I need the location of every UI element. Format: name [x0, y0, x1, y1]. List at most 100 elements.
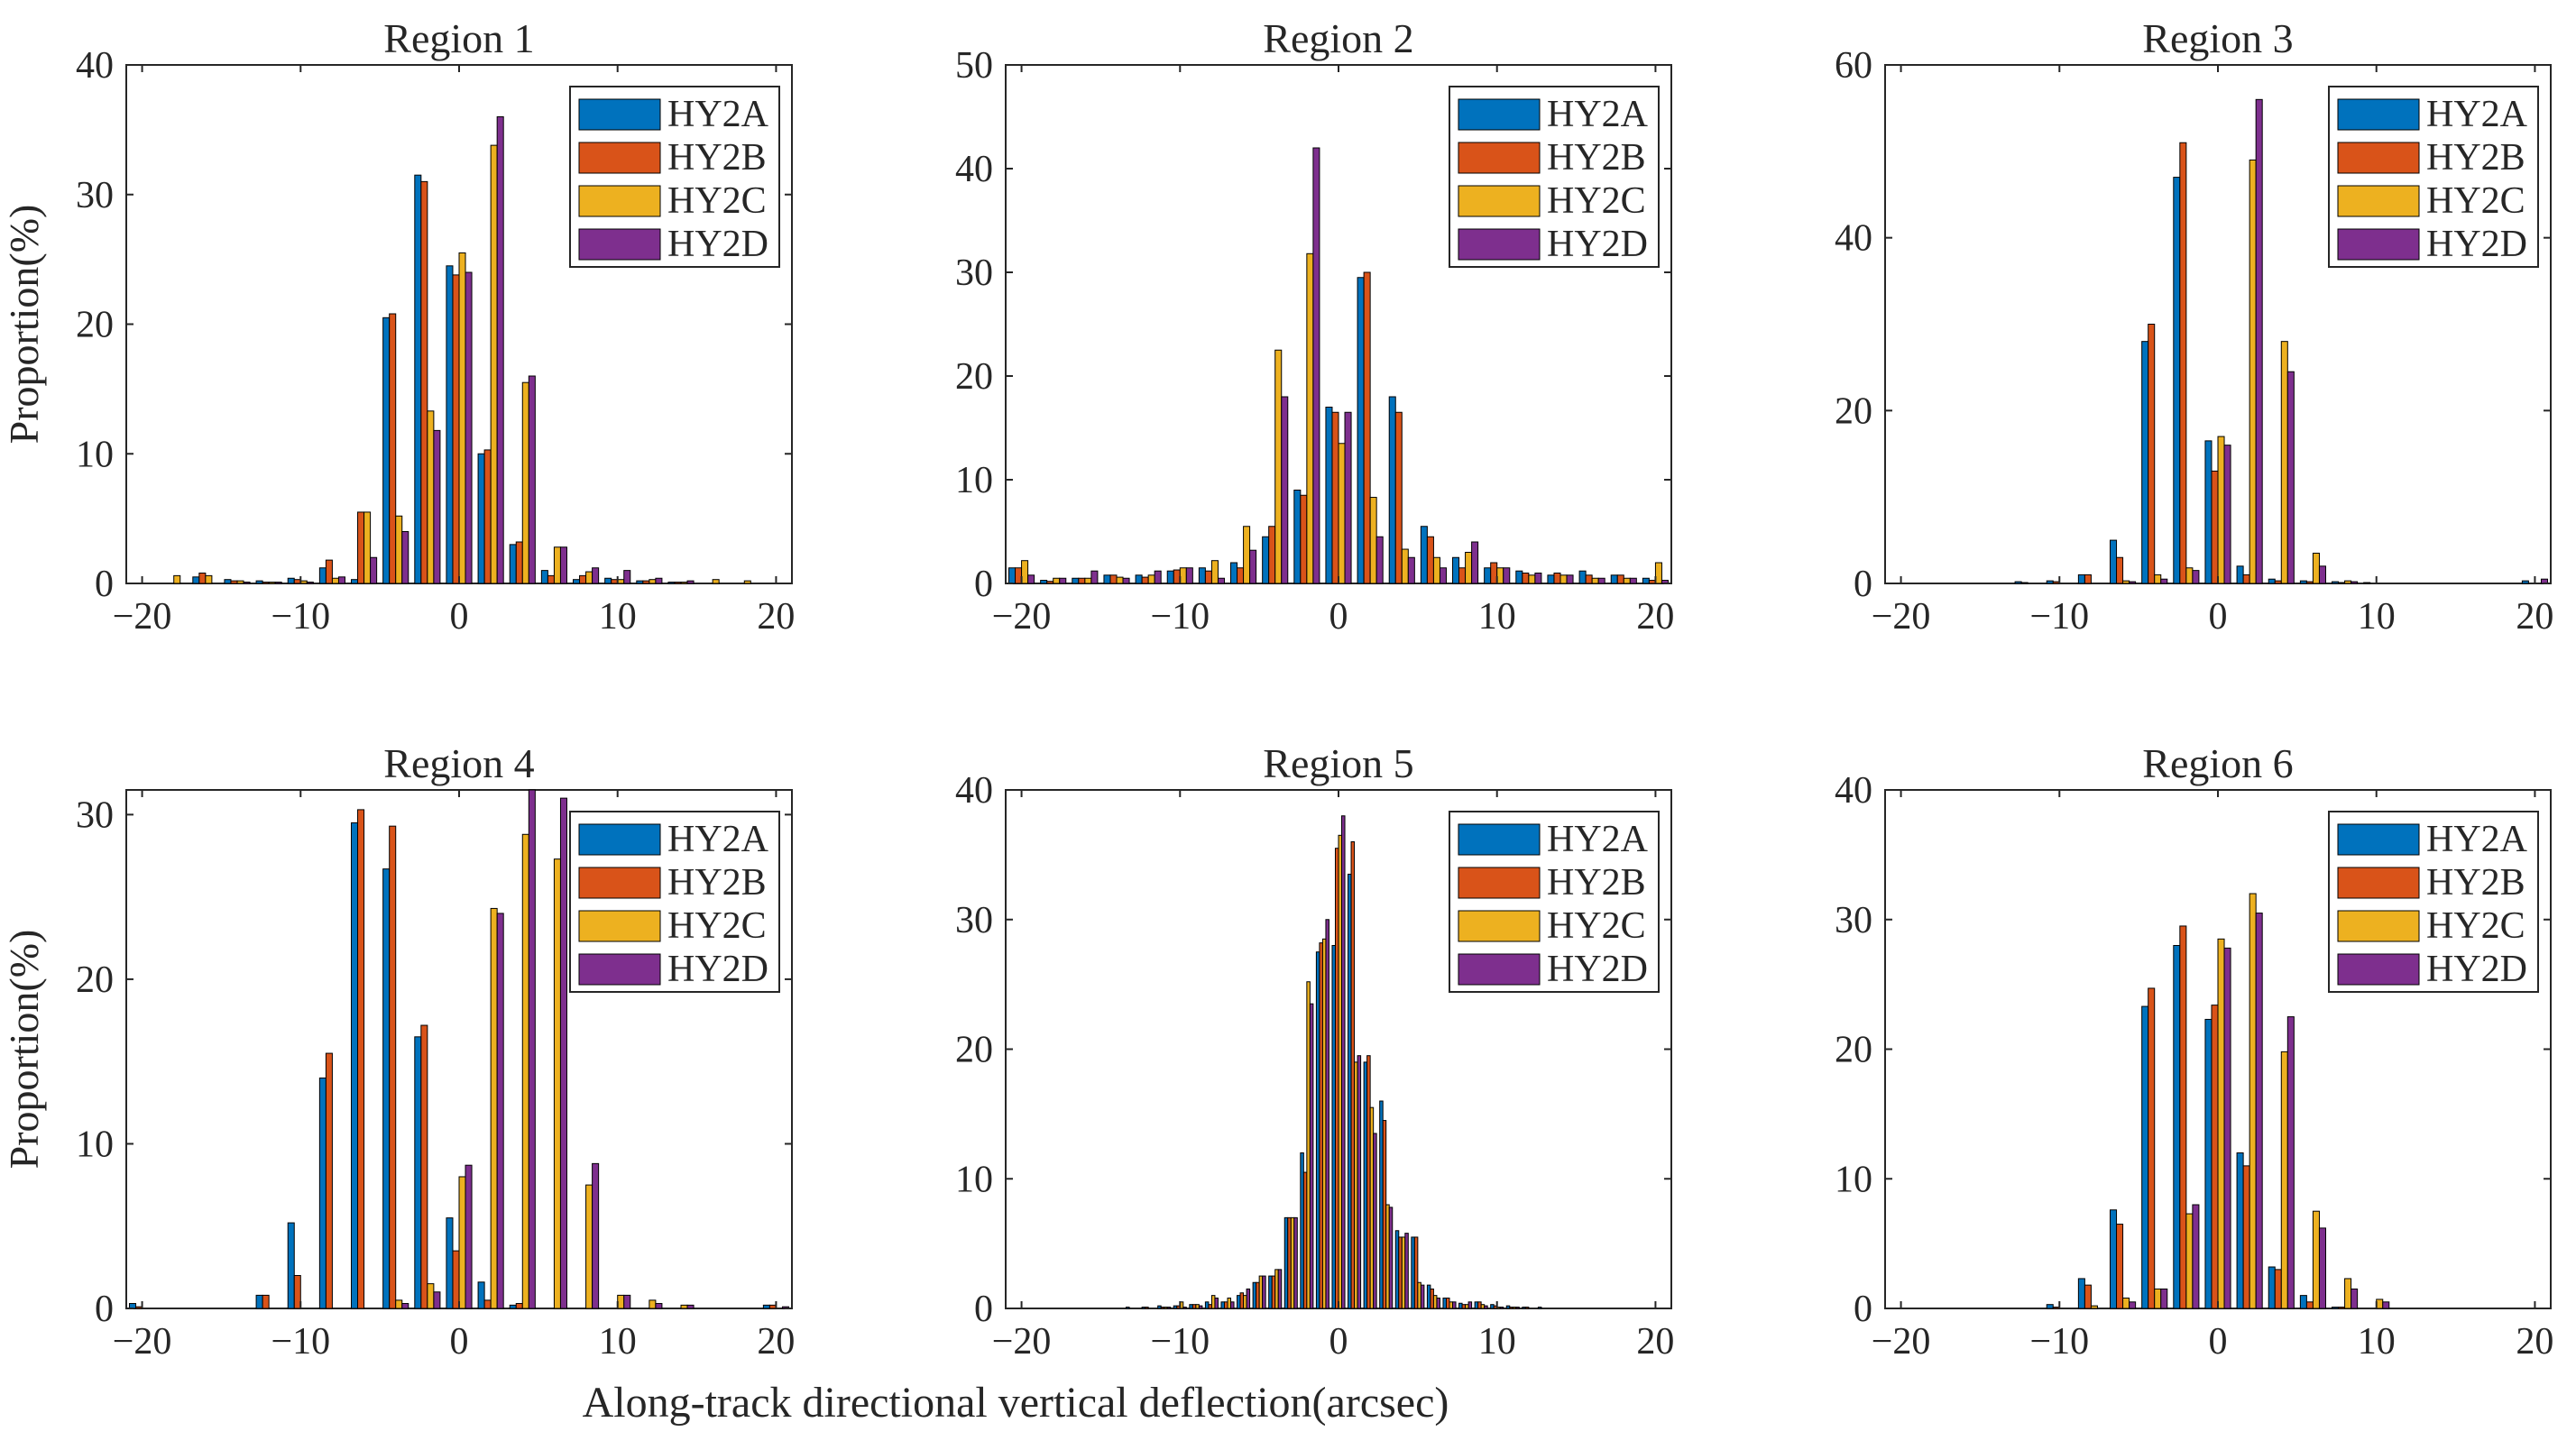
region-1-bar-hy2d	[337, 576, 345, 584]
region-6-bar-hy2a	[2173, 945, 2181, 1309]
region-6-y-tick-label: 10	[1835, 1159, 1872, 1200]
region-4-bar-hy2d	[433, 1291, 441, 1309]
region-5-title: Region 5	[1263, 740, 1413, 786]
region-4-y-tick-label: 10	[76, 1124, 114, 1165]
region-2-bar-hy2a	[1610, 574, 1618, 584]
region-5-bar-hy2c	[1385, 1204, 1390, 1309]
region-5-bar-hy2a	[1490, 1304, 1495, 1309]
region-5-bar-hy2b	[1477, 1301, 1482, 1309]
region-3-bar-hy2a	[2110, 539, 2118, 584]
region-1-bar-hy2c	[363, 511, 372, 584]
region-5-legend-swatch-hy2d	[1458, 953, 1541, 986]
region-2-bar-hy2a	[1262, 536, 1270, 584]
region-3-bar-hy2a	[2014, 581, 2022, 584]
region-5-bar-hy2d	[1357, 1055, 1362, 1309]
region-2-bar-hy2a	[1642, 577, 1650, 584]
region-3-y-tick-label: 60	[1835, 45, 1872, 87]
region-3-bar-hy2d	[2286, 371, 2295, 584]
region-2-bar-hy2c	[1210, 560, 1219, 584]
region-2-bar-hy2c	[1147, 574, 1155, 584]
region-2-bar-hy2c	[1338, 443, 1346, 584]
region-1-bar-hy2a	[509, 544, 517, 584]
region-5-bar-hy2b	[1413, 1236, 1419, 1309]
region-2-bar-hy2d	[1407, 556, 1415, 584]
region-1-bar-hy2a	[414, 174, 422, 584]
region-4-bar-hy2b	[768, 1304, 777, 1309]
region-2-bar-hy2c	[1432, 556, 1440, 584]
region-2-bar-hy2d	[1027, 574, 1035, 584]
region-1-x-tick-label: −20	[113, 596, 172, 638]
region-2-bar-hy2d	[1471, 541, 1479, 584]
region-4-bar-hy2a	[477, 1281, 485, 1309]
region-1-legend-swatch-hy2d	[578, 228, 661, 261]
region-5-x-tick-label: 20	[1636, 1321, 1674, 1363]
region-5-bar-hy2b	[1223, 1301, 1228, 1309]
region-4-bar-hy2b	[452, 1250, 460, 1309]
region-1-bar-hy2b	[420, 180, 428, 584]
region-5-bar-hy2a	[1315, 951, 1320, 1309]
region-6-bar-hy2d	[2129, 1301, 2137, 1309]
region-1-bar-hy2b	[357, 511, 365, 584]
region-5-bar-hy2c	[1258, 1275, 1264, 1309]
region-5-bar-hy2b	[1398, 1236, 1403, 1309]
region-2-bar-hy2b	[1237, 567, 1245, 584]
region-5-bar-hy2c	[1401, 1236, 1406, 1309]
region-2-bar-hy2c	[1243, 526, 1251, 584]
region-2-bar-hy2d	[1439, 567, 1447, 584]
region-2-bar-hy2c	[1559, 574, 1568, 584]
region-5-bar-hy2d	[1436, 1298, 1440, 1309]
region-5-bar-hy2d	[1404, 1233, 1409, 1309]
region-6-bar-hy2c	[2154, 1288, 2162, 1309]
region-3-bar-hy2a	[2521, 580, 2529, 584]
region-1-bar-hy2d	[370, 556, 378, 584]
region-5-bar-hy2d	[1467, 1301, 1473, 1309]
region-2-bar-hy2d	[1534, 573, 1542, 584]
region-3-legend-label-hy2d: HY2D	[2426, 224, 2527, 265]
region-2-bar-hy2b	[1173, 569, 1181, 584]
region-5-bar-hy2c	[1274, 1269, 1279, 1309]
region-1-legend-label-hy2d: HY2D	[667, 224, 768, 265]
region-2-bar-hy2b	[1204, 570, 1212, 584]
region-3-legend-label-hy2c: HY2C	[2426, 180, 2525, 222]
region-1-bar-hy2d	[496, 116, 504, 584]
region-2-bar-hy2d	[1122, 577, 1130, 584]
region-2-bar-hy2a	[1420, 526, 1428, 584]
region-1-bar-hy2b	[198, 573, 207, 584]
region-5-x-tick-label: 10	[1478, 1321, 1516, 1363]
region-1-bar-hy2a	[604, 577, 612, 584]
region-6-bar-hy2a	[2204, 1018, 2213, 1309]
region-4-bar-hy2c	[458, 1176, 466, 1309]
region-3-bar-hy2a	[2268, 578, 2276, 584]
region-2-bar-hy2b	[1394, 411, 1403, 584]
region-1-bar-hy2b	[483, 449, 492, 584]
region-3-bar-hy2a	[2046, 580, 2054, 584]
region-5-y-tick-label: 20	[955, 1030, 993, 1071]
region-2-x-tick-label: 10	[1478, 596, 1516, 638]
region-4-legend-label-hy2a: HY2A	[667, 819, 769, 860]
region-5-bar-hy2d	[1452, 1301, 1457, 1309]
region-6-bar-hy2d	[2192, 1204, 2200, 1309]
region-5-bar-hy2b	[1334, 848, 1339, 1309]
region-5-bar-hy2b	[1366, 1055, 1371, 1309]
region-4-legend-label-hy2b: HY2B	[667, 862, 767, 904]
region-3-bar-hy2b	[2148, 324, 2156, 584]
region-6-bar-hy2c	[2280, 1051, 2288, 1309]
region-2-bar-hy2b	[1268, 526, 1276, 584]
region-6-bar-hy2a	[2236, 1152, 2244, 1309]
region-5-bar-hy2a	[1394, 1230, 1400, 1309]
region-6-x-tick-label: 20	[2516, 1321, 2553, 1363]
region-5-bar-hy2d	[1230, 1301, 1235, 1309]
region-5-bar-hy2b	[1191, 1304, 1197, 1309]
region-5-bar-hy2c	[1417, 1281, 1421, 1309]
region-2-y-tick-label: 10	[955, 460, 993, 501]
region-6-bar-hy2c	[2312, 1210, 2320, 1309]
region-3-bar-hy2a	[2173, 177, 2181, 584]
region-5-x-tick-label: −10	[1150, 1321, 1210, 1363]
region-5-bar-hy2d	[1214, 1298, 1219, 1309]
region-3-bar-hy2c	[2185, 567, 2194, 584]
region-3-y-tick-label: 40	[1835, 218, 1872, 260]
region-6-y-tick-label: 30	[1835, 900, 1872, 941]
region-5-bar-hy2c	[1290, 1216, 1295, 1309]
region-6-legend-swatch-hy2d	[2337, 953, 2420, 986]
region-5-legend-label-hy2d: HY2D	[1547, 949, 1648, 990]
